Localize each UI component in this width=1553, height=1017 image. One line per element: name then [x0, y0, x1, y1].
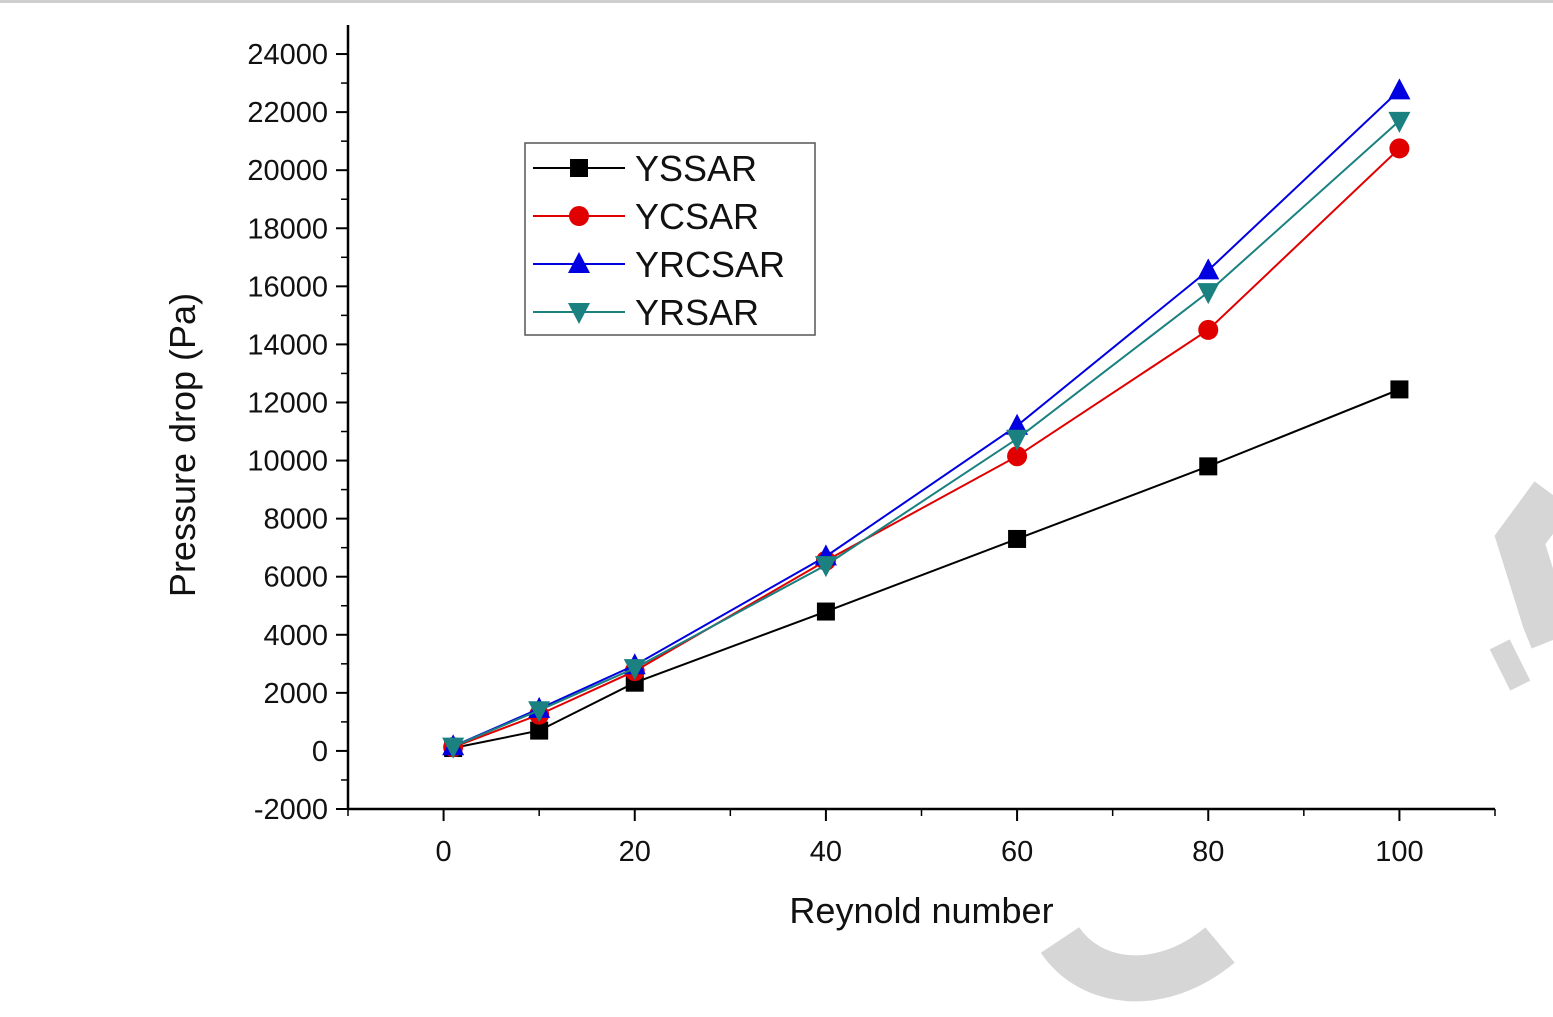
legend-item-ycsar: YCSAR	[533, 196, 759, 237]
y-tick-label: 16000	[247, 271, 328, 303]
data-point-yrsar	[442, 737, 465, 759]
y-tick-label: 14000	[247, 329, 328, 361]
y-tick-label: 10000	[247, 446, 328, 478]
data-point-yssar	[1390, 380, 1409, 399]
legend-marker	[569, 206, 589, 226]
legend-label: YRCSAR	[635, 244, 785, 285]
y-tick-label: -2000	[254, 794, 328, 826]
data-point-ycsar	[1007, 446, 1028, 467]
x-tick-label: 100	[1375, 836, 1423, 868]
legend-label: YRSAR	[635, 292, 759, 333]
legend-label: YSSAR	[635, 148, 757, 189]
data-point-yrcsar	[1006, 413, 1029, 435]
data-point-yrsar	[1197, 283, 1220, 305]
data-point-yrcsar	[1197, 258, 1220, 280]
x-tick-label: 20	[619, 836, 651, 868]
series-yrsar	[442, 111, 1411, 759]
top-border-rule	[0, 0, 1553, 3]
watermark	[1040, 481, 1553, 1002]
data-point-yrcsar	[1388, 78, 1411, 100]
y-tick-label: 12000	[247, 387, 328, 419]
data-point-yssar	[816, 602, 835, 621]
x-tick-label: 60	[1001, 836, 1033, 868]
data-point-yssar	[1199, 457, 1218, 476]
legend-marker	[570, 159, 588, 177]
data-point-yrsar	[623, 659, 646, 681]
data-point-ycsar	[1198, 319, 1219, 340]
y-tick-label: 18000	[247, 213, 328, 245]
y-axis-title: Pressure drop (Pa)	[162, 293, 203, 597]
legend-item-yrcsar: YRCSAR	[533, 244, 785, 285]
series-layer	[442, 78, 1411, 759]
y-tick-label: 0	[312, 736, 328, 768]
data-point-yssar	[1008, 529, 1027, 548]
data-point-ycsar	[1389, 138, 1410, 159]
y-tick-label: 2000	[263, 678, 328, 710]
y-tick-label: 6000	[263, 562, 328, 594]
y-tick-label: 8000	[263, 504, 328, 536]
x-tick-label: 0	[436, 836, 452, 868]
y-tick-label: 24000	[247, 39, 328, 71]
x-tick-label: 40	[810, 836, 842, 868]
data-point-yrsar	[814, 556, 837, 578]
data-point-yrsar	[528, 701, 551, 723]
data-point-yrsar	[1006, 429, 1029, 451]
x-axis-title: Reynold number	[789, 890, 1053, 931]
x-tick-label: 80	[1192, 836, 1224, 868]
series-yssar	[444, 380, 1409, 758]
data-point-yrsar	[1388, 111, 1411, 133]
legend-item-yssar: YSSAR	[533, 148, 757, 189]
legend-marker	[568, 303, 590, 324]
y-tick-label: 4000	[263, 620, 328, 652]
legend-marker	[568, 252, 590, 273]
axes: -2000 0 2000 4000 6000 8000 10000 12000 14000 160…	[247, 25, 1496, 868]
series-line-yssar	[452, 388, 1400, 750]
legend-item-yrsar: YRSAR	[533, 292, 759, 333]
legend: YSSAR YCSAR YRCSAR YRSAR	[524, 142, 816, 336]
y-tick-label: 20000	[247, 155, 328, 187]
legend-label: YCSAR	[635, 196, 759, 237]
y-tick-label: 22000	[247, 97, 328, 129]
data-point-yssar	[530, 721, 549, 740]
